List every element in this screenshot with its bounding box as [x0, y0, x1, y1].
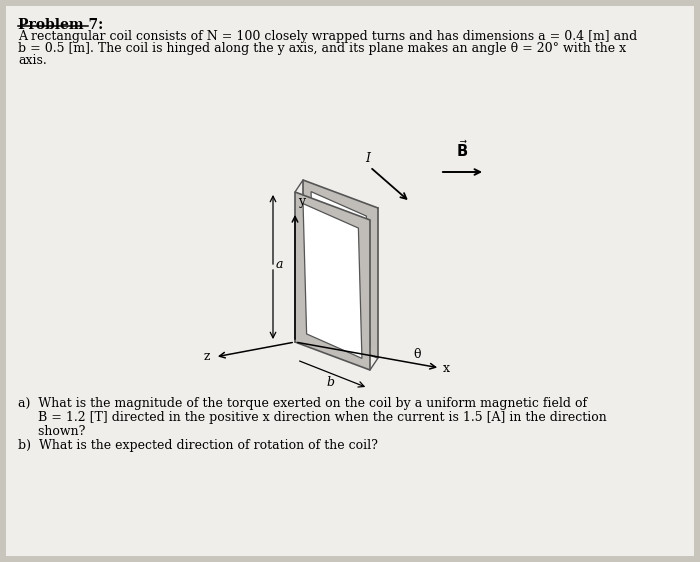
Text: x: x	[443, 361, 450, 374]
Text: A rectangular coil consists of N = 100 closely wrapped turns and has dimensions : A rectangular coil consists of N = 100 c…	[18, 30, 637, 43]
Text: Problem 7:: Problem 7:	[18, 18, 104, 32]
Text: θ: θ	[413, 347, 421, 360]
FancyBboxPatch shape	[6, 6, 694, 556]
Text: a: a	[276, 257, 284, 270]
Text: I: I	[365, 152, 370, 165]
Text: b)  What is the expected direction of rotation of the coil?: b) What is the expected direction of rot…	[18, 439, 378, 452]
Text: y: y	[298, 195, 305, 208]
Text: axis.: axis.	[18, 54, 47, 67]
Polygon shape	[311, 192, 370, 346]
Polygon shape	[303, 203, 362, 359]
Text: $\vec{\mathbf{B}}$: $\vec{\mathbf{B}}$	[456, 139, 468, 160]
Polygon shape	[295, 192, 370, 370]
Text: b: b	[326, 376, 335, 389]
Text: shown?: shown?	[18, 425, 85, 438]
Text: z: z	[204, 351, 210, 364]
Text: B = 1.2 [T] directed in the positive x direction when the current is 1.5 [A] in : B = 1.2 [T] directed in the positive x d…	[18, 411, 607, 424]
Text: b = 0.5 [m]. The coil is hinged along the y axis, and its plane makes an angle θ: b = 0.5 [m]. The coil is hinged along th…	[18, 42, 626, 55]
Text: a)  What is the magnitude of the torque exerted on the coil by a uniform magneti: a) What is the magnitude of the torque e…	[18, 397, 587, 410]
Polygon shape	[303, 180, 378, 358]
